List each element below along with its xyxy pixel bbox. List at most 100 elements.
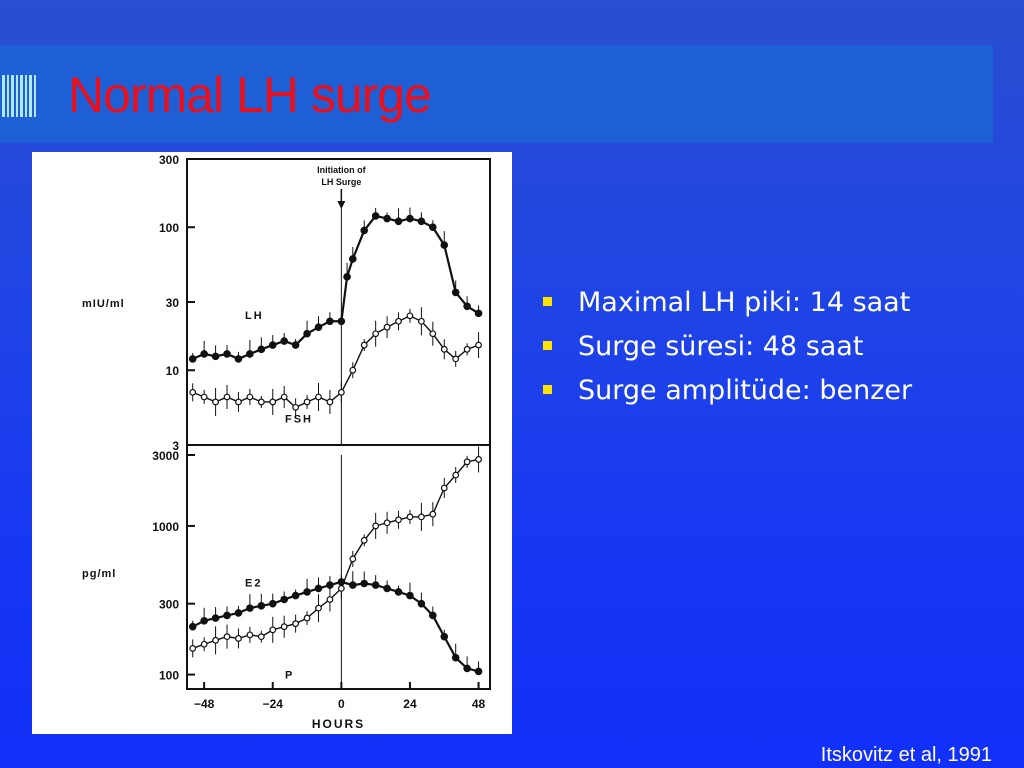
y-tick-label: 30 <box>166 296 180 310</box>
annotation-arrowhead-icon <box>337 201 346 209</box>
data-point <box>463 345 471 353</box>
bullet-square-icon <box>543 341 552 350</box>
bullet-item: Surge süresi: 48 saat <box>540 330 980 364</box>
data-point <box>394 217 403 226</box>
data-point <box>314 323 323 331</box>
y-tick-label: 3000 <box>152 449 179 463</box>
data-point <box>246 604 254 612</box>
data-point <box>406 591 414 600</box>
data-point <box>474 667 483 676</box>
data-point <box>371 212 380 220</box>
data-point <box>326 581 334 589</box>
data-point <box>257 398 265 406</box>
data-point <box>440 345 448 353</box>
data-point <box>417 513 425 521</box>
data-point <box>360 341 368 349</box>
hormone-chart: 300 100 30 10 3 mIU/ml Initiation of LH Surge LH… <box>82 153 491 731</box>
data-point <box>429 611 437 620</box>
data-point <box>234 355 243 363</box>
series-label: LH <box>245 310 264 322</box>
data-point <box>303 588 311 596</box>
data-point <box>200 350 208 358</box>
data-point <box>223 350 231 358</box>
bullet-item: Maximal LH piki: 14 saat <box>540 286 980 320</box>
bullet-text: Surge süresi: 48 saat <box>578 331 864 362</box>
data-point <box>417 599 426 608</box>
y-tick-label: 300 <box>159 598 179 612</box>
y-axis-label: mIU/ml <box>82 298 125 310</box>
data-point <box>269 626 277 634</box>
data-point <box>395 317 402 325</box>
bullet-square-icon <box>543 297 552 306</box>
data-point <box>246 631 254 639</box>
data-point <box>406 214 414 223</box>
title-bar <box>0 45 993 143</box>
data-point <box>451 288 460 297</box>
data-point <box>383 584 391 593</box>
annotation-label: Initiation of <box>317 165 366 175</box>
data-point <box>349 555 357 563</box>
data-point <box>383 323 391 331</box>
data-point <box>406 513 414 521</box>
series-label: E2 <box>245 578 262 590</box>
y-tick-label: 3 <box>172 439 179 453</box>
data-point <box>314 584 323 593</box>
data-point <box>452 471 460 479</box>
data-point <box>474 309 483 318</box>
data-point <box>200 393 208 401</box>
data-point <box>303 614 311 622</box>
data-point <box>383 214 391 223</box>
data-point <box>188 355 197 363</box>
data-point <box>280 623 288 631</box>
data-point <box>372 330 380 338</box>
data-point <box>257 633 265 641</box>
hormone-chart-figure: 300 100 30 10 3 mIU/ml Initiation of LH Surge LH… <box>32 152 512 734</box>
bullet-list: Maximal LH piki: 14 saat Surge süresi: 4… <box>540 286 980 418</box>
data-point <box>280 595 288 604</box>
data-point <box>280 337 288 345</box>
data-point <box>475 456 482 463</box>
data-point <box>257 345 266 354</box>
data-point <box>348 255 357 263</box>
data-point <box>451 653 460 662</box>
data-point <box>292 620 300 628</box>
data-point <box>475 341 482 349</box>
data-point <box>212 398 219 406</box>
annotation-label: LH Surge <box>321 177 361 187</box>
citation: Itskovitz et al, 1991 <box>820 744 992 766</box>
y-tick-label: 300 <box>159 153 179 167</box>
decorative-stripes-icon <box>2 75 36 117</box>
data-point <box>372 522 380 530</box>
data-point <box>303 329 311 338</box>
data-point <box>189 388 197 396</box>
x-tick-label: −24 <box>263 697 284 711</box>
data-point <box>257 602 266 610</box>
data-point <box>234 609 243 617</box>
data-point <box>235 635 242 642</box>
data-point <box>268 341 277 349</box>
x-tick-label: 24 <box>403 697 417 711</box>
data-point <box>429 510 437 518</box>
data-point <box>246 350 254 358</box>
bullet-text: Surge amplitüde: benzer <box>578 375 913 406</box>
bullet-square-icon <box>543 385 552 394</box>
data-point <box>315 393 322 401</box>
data-point <box>235 398 242 406</box>
data-point <box>269 398 277 406</box>
data-point <box>440 241 449 249</box>
data-point <box>394 588 403 596</box>
data-point <box>429 223 437 232</box>
data-point <box>463 664 471 673</box>
x-tick-label: 48 <box>472 697 486 711</box>
data-point <box>200 617 208 625</box>
slide-title: Normal LH surge <box>68 67 432 123</box>
data-point <box>292 403 300 411</box>
data-point <box>189 645 197 652</box>
series-label: P <box>285 669 294 681</box>
data-point <box>326 398 334 406</box>
data-point <box>348 581 357 589</box>
data-point <box>291 591 300 600</box>
y-tick-label: 100 <box>159 669 179 683</box>
data-point <box>349 366 357 374</box>
y-tick-label: 10 <box>166 364 180 378</box>
